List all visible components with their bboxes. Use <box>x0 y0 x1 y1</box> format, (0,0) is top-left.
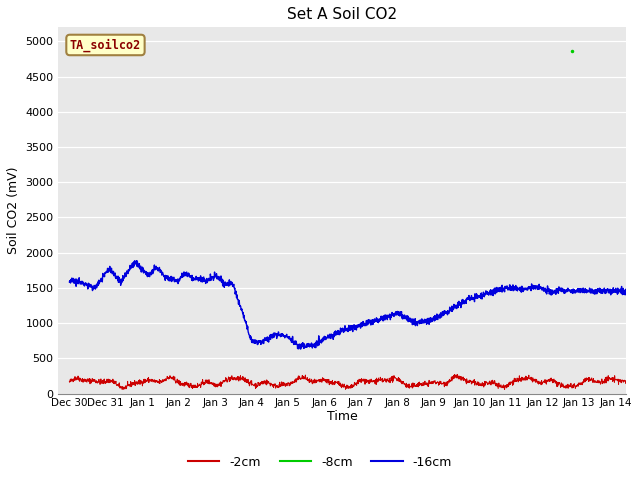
Line: -2cm: -2cm <box>69 374 627 389</box>
-16cm <box>297 346 305 352</box>
X-axis label: Time: Time <box>327 410 358 423</box>
Legend: -2cm, -8cm, -16cm: -2cm, -8cm, -16cm <box>183 451 457 474</box>
Y-axis label: Soil CO2 (mV): Soil CO2 (mV) <box>7 167 20 254</box>
-2cm <box>623 381 630 386</box>
-2cm <box>505 384 513 389</box>
-16cm <box>133 258 141 264</box>
-16cm <box>94 282 102 288</box>
-2cm <box>337 382 344 388</box>
-16cm <box>322 334 330 340</box>
-2cm <box>94 379 102 385</box>
-2cm <box>322 376 330 382</box>
-2cm <box>453 372 461 377</box>
Title: Set A Soil CO2: Set A Soil CO2 <box>287 7 397 22</box>
-2cm <box>118 386 126 392</box>
-2cm <box>607 376 614 382</box>
-16cm <box>623 288 630 294</box>
-16cm <box>337 327 344 333</box>
-16cm <box>607 292 614 298</box>
Text: TA_soilco2: TA_soilco2 <box>70 38 141 52</box>
-2cm <box>65 379 73 384</box>
-2cm <box>607 376 614 382</box>
-16cm <box>505 287 513 292</box>
-16cm <box>65 279 73 285</box>
-16cm <box>607 289 614 295</box>
Line: -16cm: -16cm <box>69 261 627 349</box>
